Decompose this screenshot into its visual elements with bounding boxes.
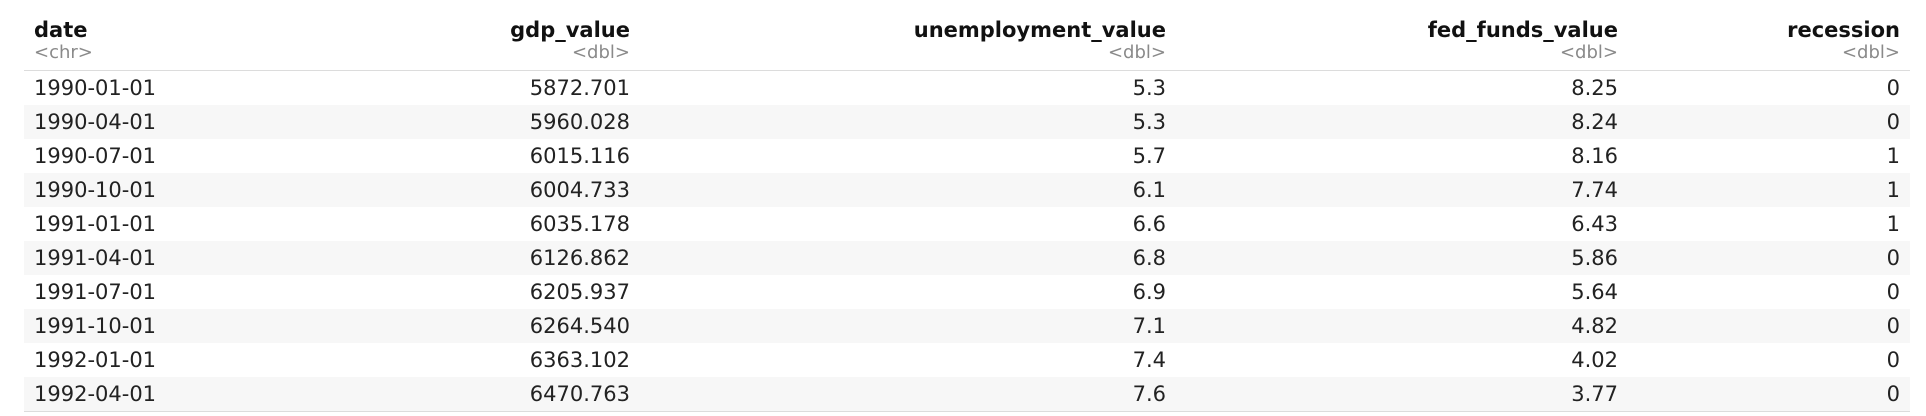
cell-unemployment-value: 6.1 (640, 173, 1176, 207)
column-header-fed-funds-value[interactable]: fed_funds_value (1427, 18, 1618, 42)
cell-gdp-value: 5960.028 (344, 105, 640, 139)
table-row: 1992-01-01 6363.102 7.4 4.02 0 (24, 343, 1910, 377)
cell-date: 1992-01-01 (34, 348, 157, 372)
table-row: 1990-07-01 6015.116 5.7 8.16 1 (24, 139, 1910, 173)
column-header-date[interactable]: date (34, 18, 88, 42)
cell-gdp-value: 6015.116 (529, 144, 630, 168)
column-type-fed-funds-value: <dbl> (1176, 42, 1628, 71)
cell-recession: 1 (1886, 212, 1900, 236)
table-row: 1991-10-01 6264.540 7.1 4.82 0 (24, 309, 1910, 343)
column-type-gdp-value: <dbl> (344, 42, 640, 71)
cell-gdp-value: 6264.540 (344, 309, 640, 343)
cell-recession: 0 (1628, 105, 1910, 139)
column-header-gdp-value[interactable]: gdp_value (510, 18, 630, 42)
cell-date: 1991-01-01 (34, 212, 157, 236)
cell-date: 1990-04-01 (24, 105, 344, 139)
cell-date: 1990-01-01 (34, 76, 157, 100)
cell-unemployment-value: 5.7 (1132, 144, 1166, 168)
cell-date: 1990-10-01 (24, 173, 344, 207)
column-type-recession: <dbl> (1628, 42, 1910, 71)
cell-unemployment-value: 6.6 (1132, 212, 1166, 236)
cell-recession: 1 (1628, 173, 1910, 207)
table-row: 1990-10-01 6004.733 6.1 7.74 1 (24, 173, 1910, 207)
cell-fed-funds-value: 6.43 (1571, 212, 1618, 236)
cell-recession: 0 (1886, 76, 1900, 100)
cell-recession: 1 (1886, 144, 1900, 168)
cell-gdp-value: 6363.102 (529, 348, 630, 372)
cell-unemployment-value: 6.9 (1132, 280, 1166, 304)
cell-fed-funds-value: 4.82 (1176, 309, 1628, 343)
column-header-recession[interactable]: recession (1787, 18, 1900, 42)
cell-recession: 0 (1886, 280, 1900, 304)
cell-recession: 0 (1886, 348, 1900, 372)
cell-unemployment-value: 7.4 (1132, 348, 1166, 372)
cell-unemployment-value: 6.8 (640, 241, 1176, 275)
cell-recession: 0 (1628, 241, 1910, 275)
data-table: date gdp_value unemployment_value fed_fu… (24, 14, 1910, 412)
cell-unemployment-value: 7.6 (640, 377, 1176, 412)
cell-gdp-value: 6004.733 (344, 173, 640, 207)
table-row: 1990-04-01 5960.028 5.3 8.24 0 (24, 105, 1910, 139)
column-header-unemployment-value[interactable]: unemployment_value (913, 18, 1166, 42)
cell-date: 1991-10-01 (24, 309, 344, 343)
cell-unemployment-value: 5.3 (640, 105, 1176, 139)
cell-gdp-value: 6205.937 (529, 280, 630, 304)
cell-fed-funds-value: 8.25 (1571, 76, 1618, 100)
cell-date: 1991-04-01 (24, 241, 344, 275)
cell-fed-funds-value: 4.02 (1571, 348, 1618, 372)
column-type-unemployment-value: <dbl> (640, 42, 1176, 71)
cell-fed-funds-value: 5.86 (1176, 241, 1628, 275)
table-row: 1991-01-01 6035.178 6.6 6.43 1 (24, 207, 1910, 241)
cell-fed-funds-value: 8.24 (1176, 105, 1628, 139)
cell-date: 1991-07-01 (34, 280, 157, 304)
cell-unemployment-value: 7.1 (640, 309, 1176, 343)
cell-gdp-value: 6126.862 (344, 241, 640, 275)
table-row: 1991-04-01 6126.862 6.8 5.86 0 (24, 241, 1910, 275)
data-table-viewer: date gdp_value unemployment_value fed_fu… (24, 14, 1910, 412)
cell-date: 1992-04-01 (24, 377, 344, 412)
table-body: 1990-01-01 5872.701 5.3 8.25 0 1990-04-0… (24, 71, 1910, 412)
column-type-date: <chr> (24, 42, 344, 71)
cell-date: 1990-07-01 (34, 144, 157, 168)
cell-fed-funds-value: 5.64 (1571, 280, 1618, 304)
column-type-row: <chr> <dbl> <dbl> <dbl> <dbl> (24, 42, 1910, 71)
cell-fed-funds-value: 7.74 (1176, 173, 1628, 207)
header-row: date gdp_value unemployment_value fed_fu… (24, 14, 1910, 42)
table-row: 1992-04-01 6470.763 7.6 3.77 0 (24, 377, 1910, 412)
cell-unemployment-value: 5.3 (1132, 76, 1166, 100)
table-row: 1991-07-01 6205.937 6.9 5.64 0 (24, 275, 1910, 309)
cell-gdp-value: 6035.178 (529, 212, 630, 236)
cell-gdp-value: 5872.701 (529, 76, 630, 100)
cell-gdp-value: 6470.763 (344, 377, 640, 412)
cell-fed-funds-value: 8.16 (1571, 144, 1618, 168)
cell-recession: 0 (1628, 377, 1910, 412)
table-row: 1990-01-01 5872.701 5.3 8.25 0 (24, 71, 1910, 106)
cell-recession: 0 (1628, 309, 1910, 343)
cell-fed-funds-value: 3.77 (1176, 377, 1628, 412)
